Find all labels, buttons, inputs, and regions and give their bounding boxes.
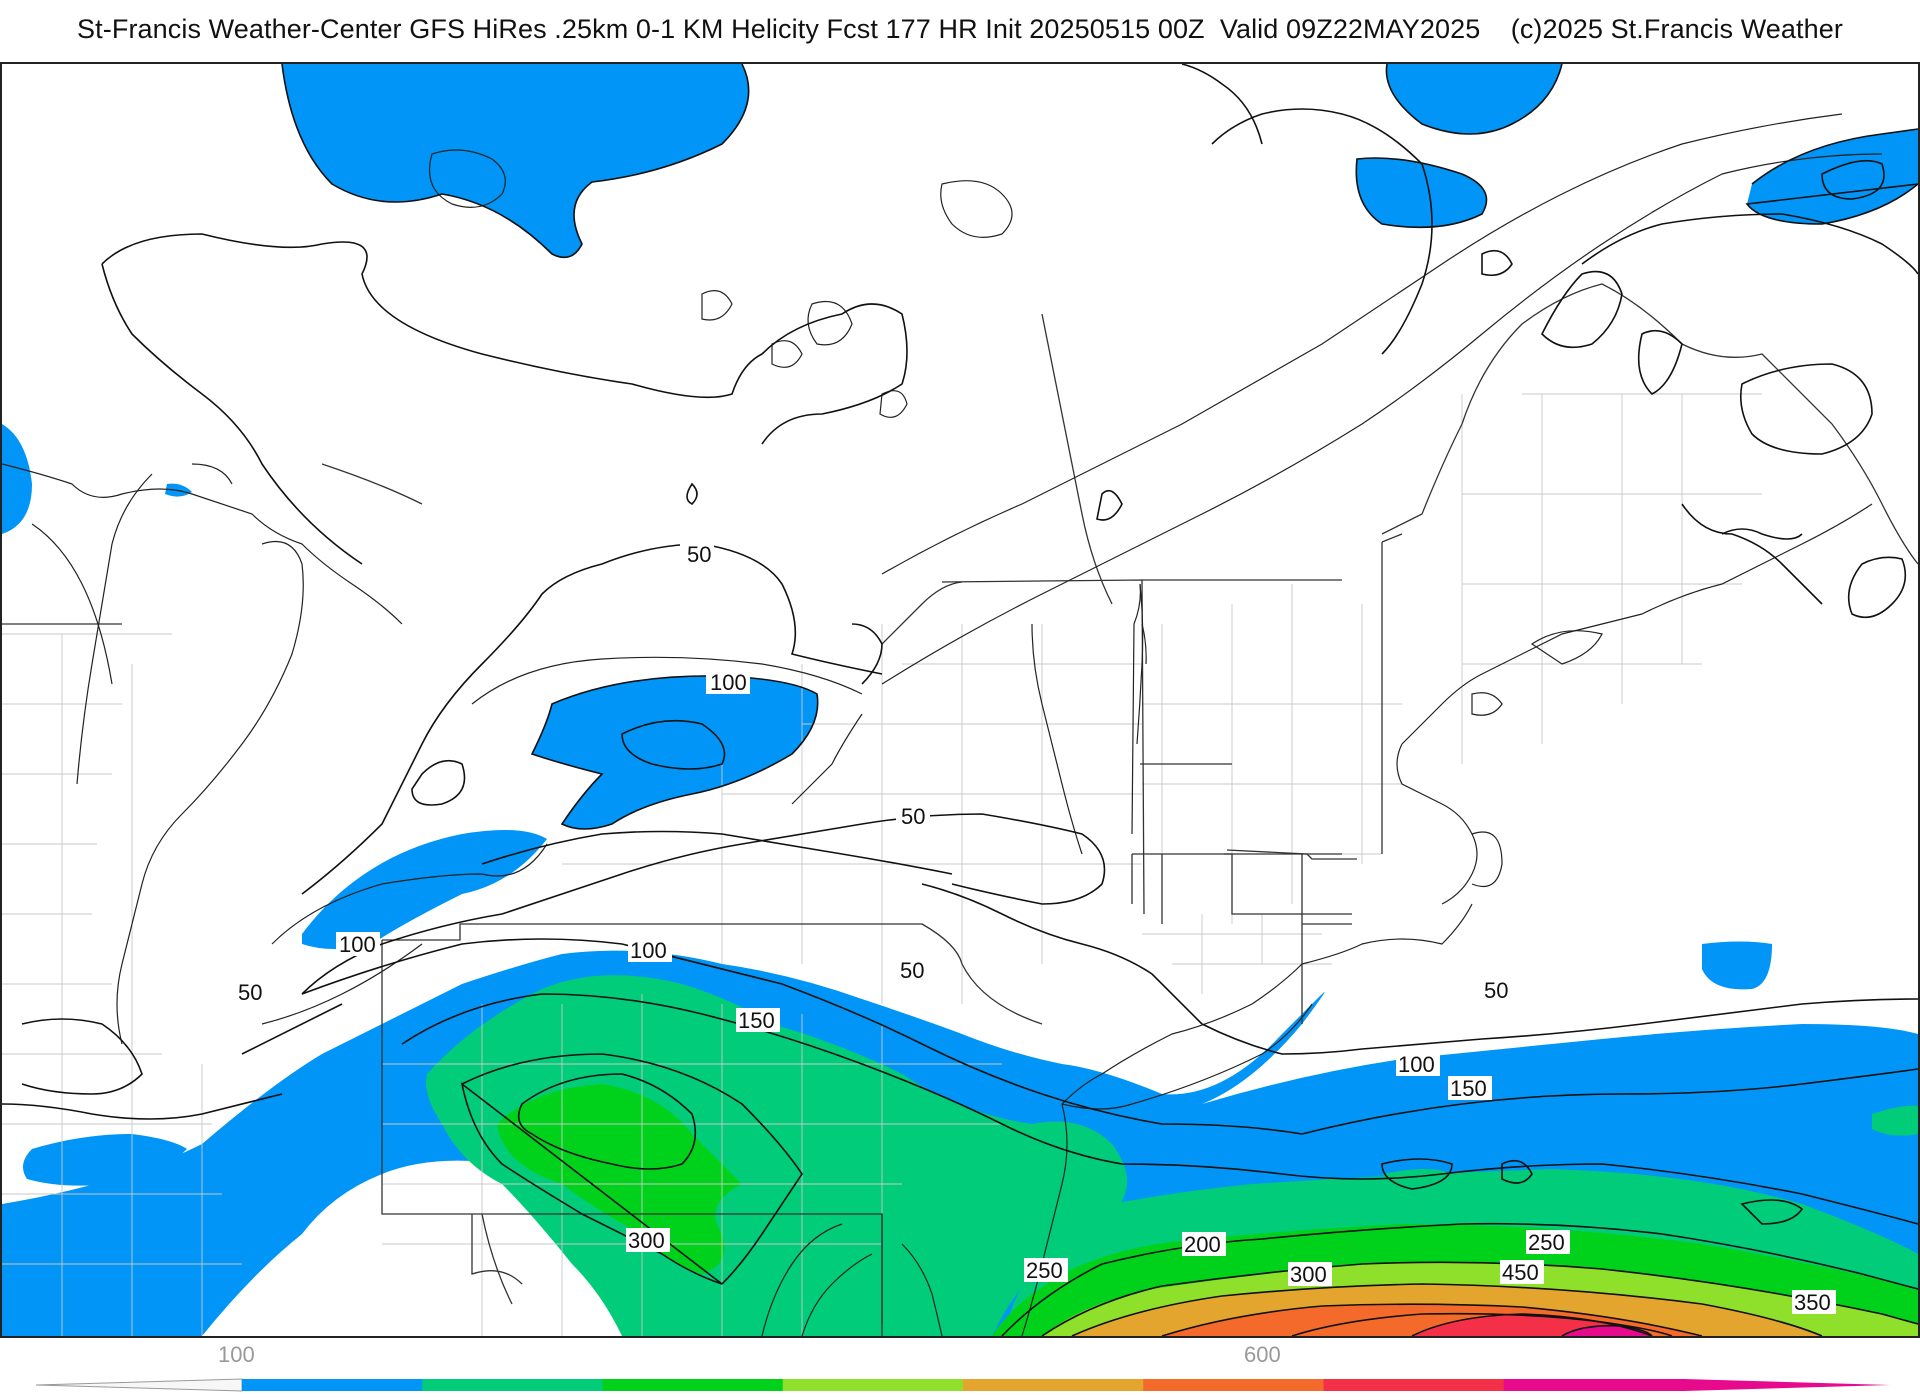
svg-text:200: 200 [1184,1232,1221,1257]
helicity-map: 50 100 50 50 100 50 150 100 50 100 150 2… [0,62,1920,1338]
svg-text:50: 50 [238,980,262,1005]
map-title: St-Francis Weather-Center GFS HiRes .25k… [77,14,1843,44]
svg-text:300: 300 [628,1228,665,1253]
fill-blob-100 [282,64,749,258]
legend-color-band [963,1379,1144,1391]
svg-text:150: 150 [738,1008,775,1033]
contour-label: 250 [1024,1258,1068,1283]
contour-label: 50 [1480,978,1514,1003]
contour-label: 100 [706,670,750,695]
contour-label: 200 [1182,1232,1226,1257]
fill-blob-100 [2,424,32,534]
contour-label: 50 [896,804,930,829]
contour-label: 50 [234,980,268,1005]
fill-blob-100 [1702,941,1772,990]
contour-label: 250 [1526,1230,1570,1255]
fill-blob-100 [302,830,547,949]
svg-text:100: 100 [710,670,747,695]
fill-region-100-west [32,1136,162,1178]
svg-text:50: 50 [901,804,925,829]
fill-blob-150 [1872,1105,1918,1136]
svg-text:100: 100 [1398,1052,1435,1077]
contour-label: 50 [680,542,714,567]
svg-text:50: 50 [687,542,711,567]
legend-color-band [1143,1379,1324,1391]
fill-blob-100 [1747,129,1918,224]
svg-text:250: 250 [1528,1230,1565,1255]
contour-labels: 50 100 50 50 100 50 150 100 50 100 150 2… [234,542,1836,1315]
fill-blob-100 [1356,158,1487,228]
color-legend-bar [35,1378,1890,1392]
svg-text:100: 100 [339,932,376,957]
legend-color-band [242,1379,423,1391]
legend-tick-label: 100 [218,1342,255,1367]
fill-blob-150 [1512,1170,1537,1186]
legend-color-band [602,1379,784,1391]
coastlines [2,113,1883,1336]
fill-region-150 [426,975,1127,1336]
helicity-contours [2,64,1918,1336]
fill-blob-100 [1386,64,1562,134]
contour-label: 100 [628,938,672,963]
legend-tick-label: 600 [1244,1342,1281,1367]
legend-color-band [1503,1379,1685,1391]
contour-label: 100 [1396,1052,1440,1077]
contour-label: 450 [1500,1260,1544,1285]
fill-blob-100 [532,675,818,829]
legend-right-arrow [1684,1379,1890,1391]
legend-left-arrow [35,1378,243,1392]
legend-color-band [1323,1379,1505,1391]
contour-label: 50 [896,958,930,983]
fill-region-200 [497,1084,742,1274]
svg-text:50: 50 [900,958,924,983]
svg-text:150: 150 [1450,1076,1487,1101]
svg-text:300: 300 [1290,1262,1327,1287]
svg-text:250: 250 [1026,1258,1063,1283]
contour-label: 100 [336,932,380,957]
legend-color-band [422,1379,603,1391]
svg-text:450: 450 [1502,1260,1539,1285]
legend-color-band [782,1379,964,1391]
svg-text:100: 100 [630,938,667,963]
contour-label: 300 [1288,1262,1332,1287]
contour-label: 350 [1792,1290,1836,1315]
svg-text:50: 50 [1484,978,1508,1003]
contour-label: 300 [626,1228,670,1253]
contour-label: 150 [1448,1076,1492,1101]
filled-helicity-areas [2,64,1918,1336]
svg-text:350: 350 [1794,1290,1831,1315]
contour-label: 150 [736,1008,780,1033]
county-boundaries [2,393,1762,1336]
